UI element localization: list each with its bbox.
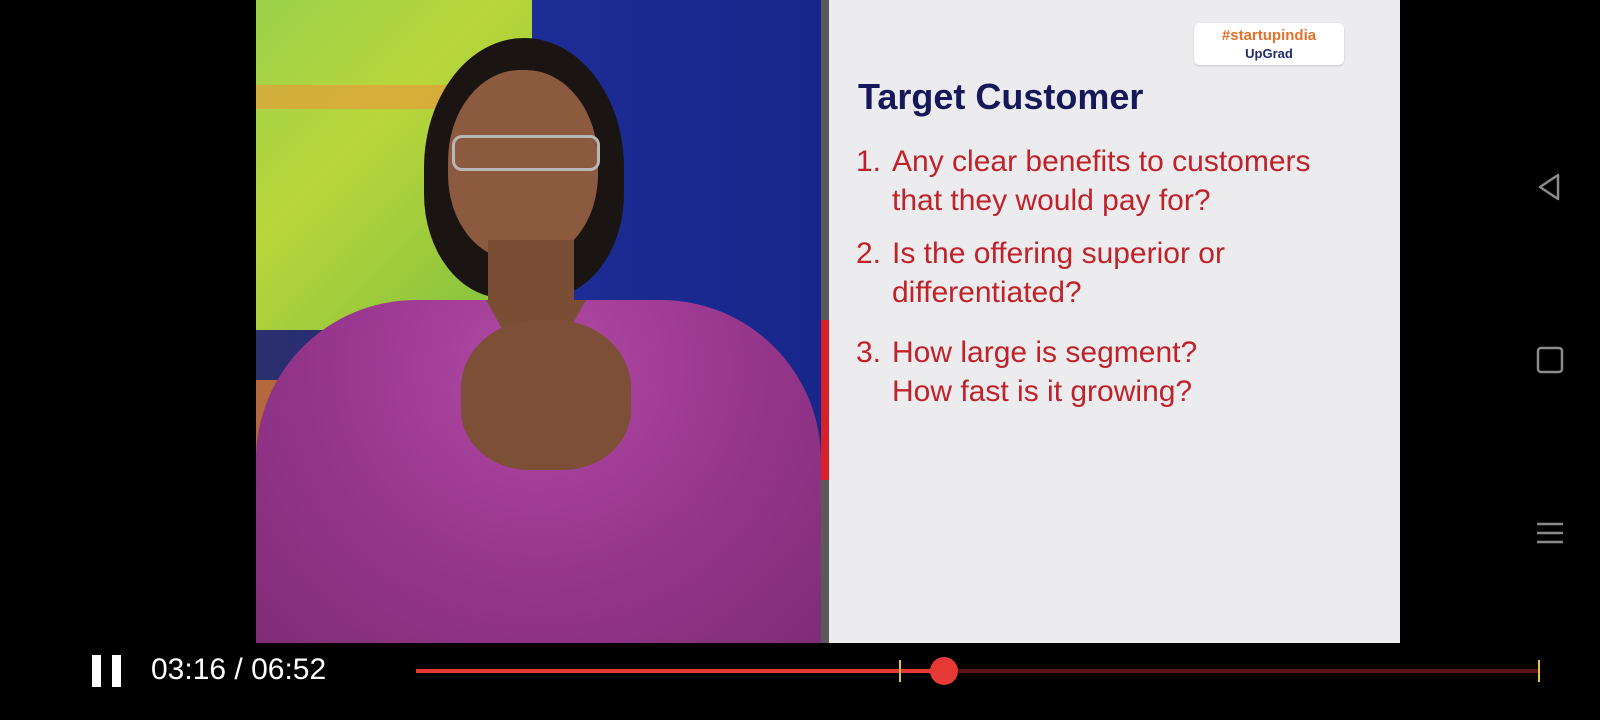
divider-accent xyxy=(821,320,829,480)
nav-home-icon[interactable] xyxy=(1532,342,1568,378)
logo-upgrad: UpGrad xyxy=(1245,46,1293,61)
logo-startupindia: #startupindia xyxy=(1221,27,1317,44)
presenter-video xyxy=(256,0,821,643)
seek-bar[interactable] xyxy=(416,657,1540,685)
point-line: differentiated? xyxy=(892,276,1082,309)
seek-thumb[interactable] xyxy=(930,657,959,685)
video-frame[interactable]: #startupindia UpGrad Target Customer 1. … xyxy=(256,0,1400,643)
presenter-face xyxy=(448,70,598,260)
point-text: How large is segment? How fast is it gro… xyxy=(892,333,1372,411)
point-line: that they would pay for? xyxy=(892,184,1211,217)
time-display: 03:16 / 06:52 xyxy=(151,653,327,686)
point-number: 3. xyxy=(856,336,882,369)
frame-divider xyxy=(821,0,829,643)
pause-bar xyxy=(92,655,101,687)
point-number: 2. xyxy=(856,237,882,270)
lecture-slide: #startupindia UpGrad Target Customer 1. … xyxy=(829,0,1400,643)
slide-title: Target Customer xyxy=(858,76,1144,117)
point-line: Is the offering superior or xyxy=(892,237,1225,270)
pause-icon[interactable] xyxy=(92,655,122,687)
point-line: Any clear benefits to customers xyxy=(892,145,1311,178)
point-number: 1. xyxy=(856,145,882,178)
point-line: How fast is it growing? xyxy=(892,375,1193,408)
chapter-marker xyxy=(899,660,902,682)
pause-bar xyxy=(112,655,121,687)
presenter-hands xyxy=(461,320,631,470)
point-text: Is the offering superior or differentiat… xyxy=(892,234,1372,312)
presenter-glasses xyxy=(452,135,600,171)
point-line: How large is segment? xyxy=(892,336,1198,369)
nav-back-icon[interactable] xyxy=(1532,169,1568,205)
point-text: Any clear benefits to customers that the… xyxy=(892,142,1372,220)
seek-played xyxy=(416,669,945,673)
brand-logo: #startupindia UpGrad xyxy=(1194,23,1344,65)
end-marker xyxy=(1538,660,1540,682)
nav-menu-icon[interactable] xyxy=(1532,515,1568,551)
